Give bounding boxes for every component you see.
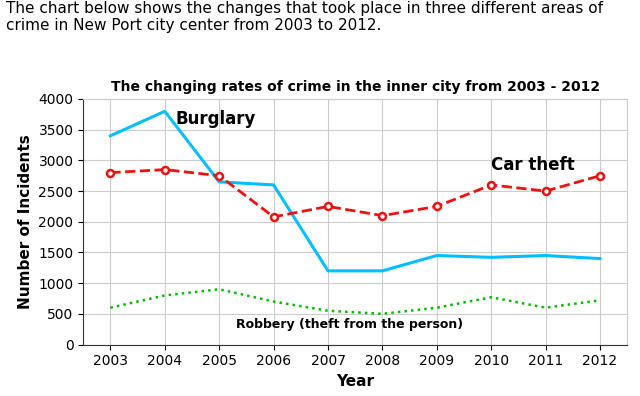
X-axis label: Year: Year [336, 374, 374, 389]
Title: The changing rates of crime in the inner city from 2003 - 2012: The changing rates of crime in the inner… [111, 80, 600, 94]
Text: The chart below shows the changes that took place in three different areas of
cr: The chart below shows the changes that t… [6, 1, 604, 33]
Text: Robbery (theft from the person): Robbery (theft from the person) [236, 318, 463, 331]
Text: Car theft: Car theft [492, 156, 575, 174]
Text: Burglary: Burglary [176, 110, 256, 128]
Y-axis label: Number of Incidents: Number of Incidents [18, 134, 33, 309]
